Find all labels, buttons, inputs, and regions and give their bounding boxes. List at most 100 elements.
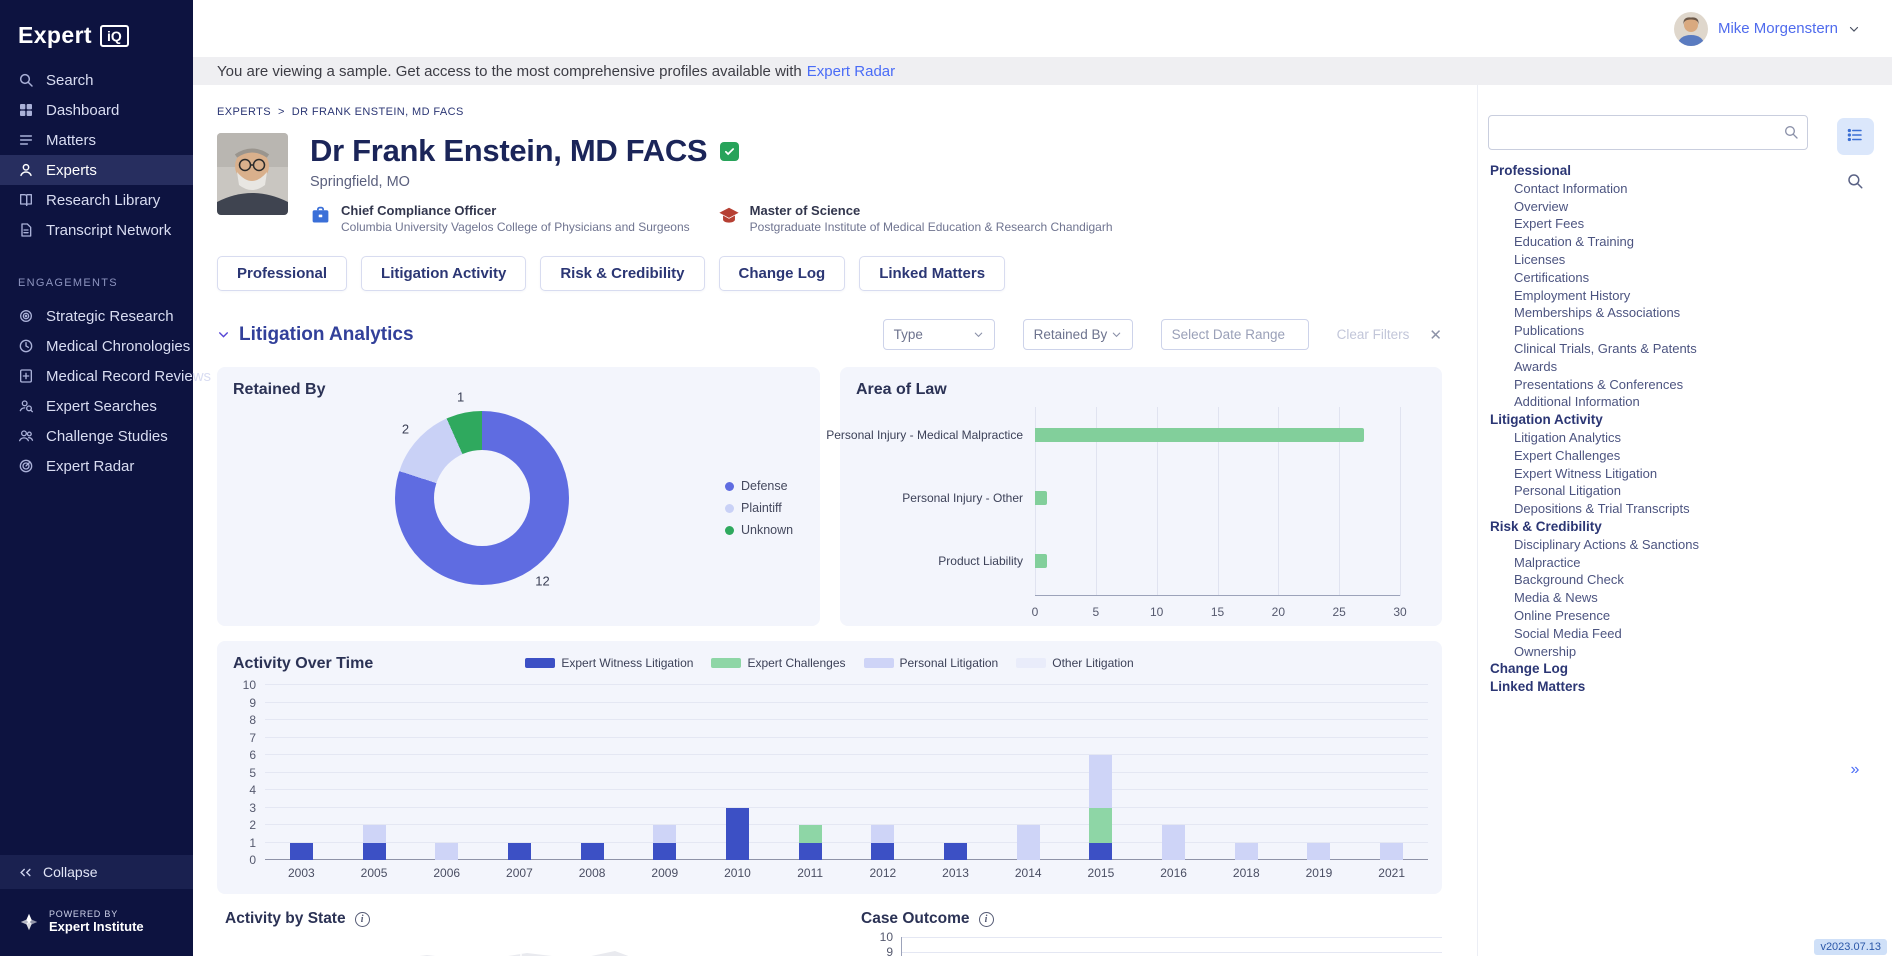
expert-radar-link[interactable]: Expert Radar <box>806 62 896 80</box>
legend-item-unknown: Unknown <box>725 523 793 537</box>
toc-item-publications[interactable]: Publications <box>1514 323 1585 339</box>
bar-segment <box>362 825 386 843</box>
activity-bar-2015 <box>1089 755 1113 860</box>
bar-segment <box>653 842 677 860</box>
activity-bar-2010 <box>725 807 749 860</box>
retained-by-filter-select[interactable]: Retained By <box>1022 319 1133 350</box>
info-icon[interactable]: i <box>978 911 994 927</box>
gridline <box>265 736 1428 738</box>
case-outcome-chart: 109876543210 <box>880 930 1442 956</box>
tab-risk-credibility[interactable]: Risk & Credibility <box>540 256 705 291</box>
toc-item-media-news[interactable]: Media & News <box>1514 590 1598 606</box>
toc-item-awards[interactable]: Awards <box>1514 358 1558 374</box>
toc-panel: Professional Contact Information Overview E… <box>1477 85 1818 956</box>
toc-section-change-log[interactable]: Change Log <box>1490 661 1568 677</box>
breadcrumb-experts[interactable]: EXPERTS <box>217 106 271 118</box>
activity-over-time-card: Activity Over Time Expert Witness Litiga… <box>217 641 1442 894</box>
toc-item-ownership[interactable]: Ownership <box>1514 643 1577 659</box>
gridline <box>1156 407 1158 596</box>
legend-item-personal-litigation: Personal Litigation <box>863 656 998 670</box>
activity-column <box>1210 685 1283 860</box>
tab-change-log[interactable]: Change Log <box>718 256 846 291</box>
toc-item-expert-witness-litigation[interactable]: Expert Witness Litigation <box>1514 465 1658 481</box>
toc-item-background-check[interactable]: Background Check <box>1514 572 1624 588</box>
clear-filters-button[interactable]: Clear Filters <box>1336 327 1410 342</box>
profile-location: Springfield, MO <box>310 174 410 190</box>
toc-item-expert-challenges[interactable]: Expert Challenges <box>1514 447 1621 463</box>
credential-title: Master of Science <box>749 203 861 218</box>
toc-section-professional[interactable]: Professional <box>1490 163 1572 178</box>
toc-item-certifications[interactable]: Certifications <box>1514 269 1590 285</box>
bar-segment <box>725 807 749 860</box>
toc-item-contact-information[interactable]: Contact Information <box>1514 180 1628 196</box>
toc-item-clinical-trials-grants-patents[interactable]: Clinical Trials, Grants & Patents <box>1514 340 1697 356</box>
toc-item-presentations-conferences[interactable]: Presentations & Conferences <box>1514 376 1684 392</box>
legend-item-defense: Defense <box>725 479 793 493</box>
sidebar-item-expert-searches[interactable]: Expert Searches <box>0 391 193 421</box>
date-range-input[interactable] <box>1160 319 1309 350</box>
user-name: Mike Morgenstern <box>1717 20 1838 37</box>
search-toggle-button[interactable] <box>1837 164 1874 201</box>
sidebar-item-medical-chronologies[interactable]: Medical Chronologies <box>0 331 193 361</box>
toc-item-malpractice[interactable]: Malpractice <box>1514 554 1581 570</box>
sidebar-item-experts[interactable]: Experts <box>0 155 193 185</box>
activity-legend: Expert Witness Litigation Expert Challeng… <box>217 656 1442 670</box>
toc-item-additional-information[interactable]: Additional Information <box>1514 394 1640 410</box>
gridline <box>265 701 1428 703</box>
y-tick-label: 0 <box>249 853 256 867</box>
user-menu[interactable]: Mike Morgenstern <box>1673 11 1860 46</box>
tab-linked-matters[interactable]: Linked Matters <box>859 256 1006 291</box>
activity-bar-2007 <box>507 842 531 860</box>
sidebar-item-search[interactable]: Search <box>0 65 193 95</box>
profile-tabs: Professional Litigation Activity Risk & Cr… <box>217 256 1442 291</box>
type-filter-select[interactable]: Type <box>882 319 995 350</box>
toc-item-litigation-analytics[interactable]: Litigation Analytics <box>1514 429 1621 445</box>
legend-label: Defense <box>741 479 788 493</box>
tab-litigation-activity[interactable]: Litigation Activity <box>361 256 527 291</box>
toc-item-social-media-feed[interactable]: Social Media Feed <box>1514 625 1622 641</box>
x-tick-label: 2009 <box>651 866 679 880</box>
sidebar-item-transcript-network[interactable]: Transcript Network <box>0 215 193 245</box>
activity-x-axis: 2003 2005 2006 2007 2008 2009 2010 2011 2012 2013… <box>265 866 1428 880</box>
toc-section-litigation-activity[interactable]: Litigation Activity <box>1490 412 1603 428</box>
toc-section-risk-credibility[interactable]: Risk & Credibility <box>1490 518 1602 534</box>
toc-item-memberships-associations[interactable]: Memberships & Associations <box>1514 305 1681 321</box>
y-tick-label: 3 <box>249 800 256 815</box>
sidebar-item-label: Matters <box>46 131 97 149</box>
legend-label: Unknown <box>741 523 794 537</box>
chevron-down-icon <box>973 329 984 340</box>
toc-item-overview[interactable]: Overview <box>1514 198 1569 214</box>
sidebar-item-medical-record-reviews[interactable]: Medical Record Reviews <box>0 361 211 391</box>
legend-item-plaintiff: Plaintiff <box>725 501 793 515</box>
toc-search-input[interactable] <box>1488 115 1808 150</box>
litigation-analytics-toggle[interactable]: Litigation Analytics <box>217 324 414 346</box>
credential-text: Master of Science Postgraduate Institute … <box>750 203 1113 234</box>
x-tick-label: 2010 <box>724 866 751 880</box>
toc-section-linked-matters[interactable]: Linked Matters <box>1490 679 1586 695</box>
logo-badge: iQ <box>99 24 129 47</box>
toc-item-personal-litigation[interactable]: Personal Litigation <box>1514 483 1621 499</box>
sidebar-item-research-library[interactable]: Research Library <box>0 185 193 215</box>
toc-item-disciplinary-actions-sanctions[interactable]: Disciplinary Actions & Sanctions <box>1514 536 1699 552</box>
sidebar-item-dashboard[interactable]: Dashboard <box>0 95 193 125</box>
credential-item: Master of Science Postgraduate Institute … <box>718 203 1113 234</box>
toc-item-expert-fees[interactable]: Expert Fees <box>1514 216 1585 232</box>
sidebar-item-strategic-research[interactable]: Strategic Research <box>0 301 193 331</box>
sidebar-item-challenge-studies[interactable]: Challenge Studies <box>0 421 193 451</box>
toc-item-licenses[interactable]: Licenses <box>1514 251 1566 267</box>
toc-item-education-training[interactable]: Education & Training <box>1514 234 1634 250</box>
activity-over-time-chart: 0 1 2 3 4 5 6 7 8 9 10 <box>243 678 1428 867</box>
toc-item-online-presence[interactable]: Online Presence <box>1514 607 1611 623</box>
bar-segment <box>1089 842 1113 860</box>
info-icon[interactable]: i <box>354 911 370 927</box>
toc-item-employment-history[interactable]: Employment History <box>1514 287 1631 303</box>
section-title-text: Litigation Analytics <box>239 323 414 345</box>
tab-professional[interactable]: Professional <box>217 256 348 291</box>
panel-expand-chevron[interactable]: » <box>1850 761 1860 778</box>
collapse-button[interactable]: Collapse <box>0 855 193 889</box>
sidebar-item-matters[interactable]: Matters <box>0 125 193 155</box>
toc-toggle-button[interactable] <box>1836 118 1874 155</box>
close-icon[interactable]: ✕ <box>1429 326 1442 344</box>
toc-item-depositions-trial-transcripts[interactable]: Depositions & Trial Transcripts <box>1514 501 1690 517</box>
sidebar-item-expert-radar[interactable]: Expert Radar <box>0 451 193 481</box>
